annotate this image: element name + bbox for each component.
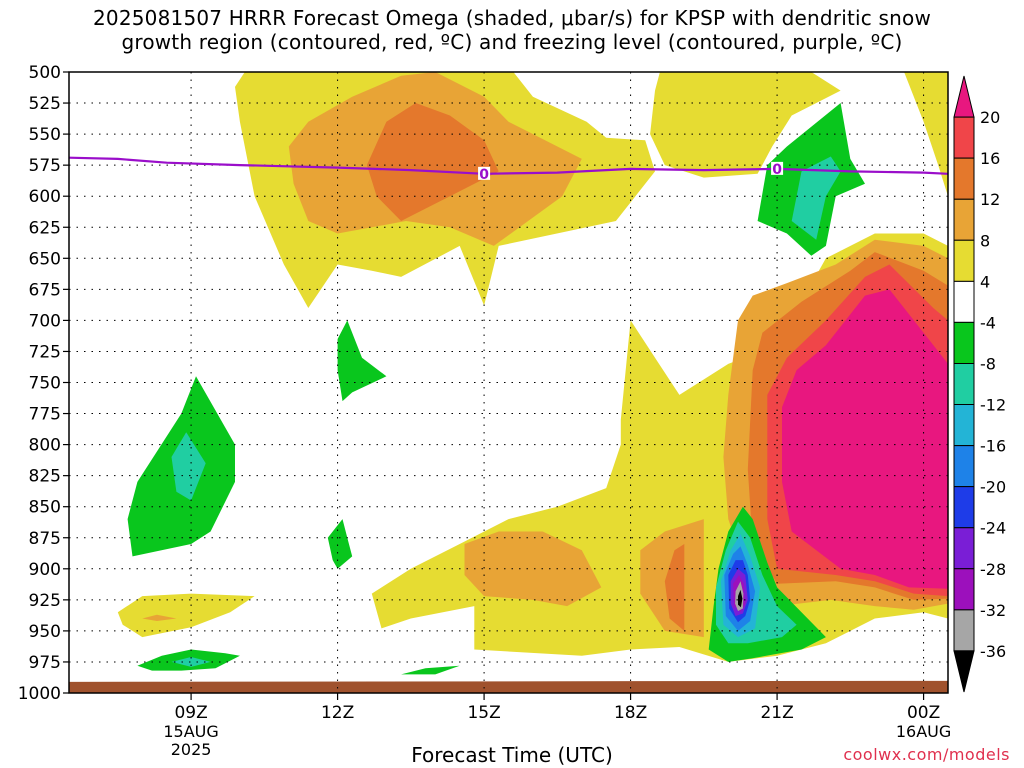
y-tick-label: 575 — [29, 156, 61, 176]
y-tick-label: 950 — [29, 622, 61, 642]
y-tick-label: 725 — [29, 342, 61, 362]
colorbar-label: -28 — [980, 560, 1006, 579]
x-tick-label: 15Z — [467, 703, 500, 723]
colorbar-bin — [953, 321, 975, 364]
colorbar-label: -36 — [980, 642, 1006, 661]
omega-region-3 — [650, 72, 841, 178]
colorbar-bin — [953, 75, 975, 118]
x-date-label: 15AUG — [163, 722, 218, 741]
ground-surface — [69, 680, 948, 693]
x-tick-label: 21Z — [760, 703, 793, 723]
y-tick-label: 850 — [29, 498, 61, 518]
ground-layer — [69, 680, 948, 693]
colorbar-label: -8 — [980, 354, 996, 373]
omega-region-23 — [401, 665, 460, 675]
colorbar-bin — [953, 568, 975, 611]
colorbar-label: -20 — [980, 478, 1006, 497]
chart-title-line2: growth region (contoured, red, ºC) and f… — [121, 30, 903, 54]
colorbar-label: -16 — [980, 437, 1006, 456]
y-tick-label: 600 — [29, 187, 61, 207]
omega-region-4 — [904, 72, 948, 197]
omega-region-22 — [171, 657, 211, 667]
colorbar-label: -4 — [980, 313, 996, 332]
omega-region-14 — [782, 289, 948, 589]
x-tick-label: 09Z — [174, 703, 207, 723]
omega-region-32 — [738, 589, 743, 608]
x-tick-label: 00Z — [907, 703, 940, 723]
colorbar: 20 16 12 8 4 -4 -8 -12 -16 -20 -24 -28 -32 -36 — [953, 75, 1006, 693]
omega-region-8 — [464, 531, 602, 607]
y-axis: 500 525 550 575 600 625 650 675 700 725 750 775 800 8… — [18, 63, 69, 704]
x-year-label: 2025 — [171, 740, 212, 759]
y-tick-label: 550 — [29, 125, 61, 145]
omega-region-20 — [142, 614, 177, 621]
chart-title: 2025081507 HRRR Forecast Omega (shaded, … — [0, 6, 1024, 54]
y-tick-label: 675 — [29, 280, 61, 300]
x-tick-label: 12Z — [321, 703, 354, 723]
chart-title-line1: 2025081507 HRRR Forecast Omega (shaded, … — [92, 6, 932, 30]
omega-region-15 — [337, 320, 387, 402]
y-tick-label: 500 — [29, 63, 61, 83]
colorbar-bin — [953, 239, 975, 282]
colorbar-label: -32 — [980, 601, 1006, 620]
x-tick-label: 18Z — [614, 703, 647, 723]
y-tick-label: 975 — [29, 653, 61, 673]
omega-region-18 — [171, 432, 206, 501]
omega-region-19 — [117, 593, 255, 638]
y-tick-label: 700 — [29, 311, 61, 331]
y-tick-label: 525 — [29, 94, 61, 114]
colorbar-bin — [953, 198, 975, 241]
omega-shading — [117, 72, 948, 675]
freezing-label-bg — [478, 166, 491, 180]
site-credit: coolwx.com/models — [843, 745, 1010, 764]
omega-region-2 — [366, 103, 499, 221]
x-date-label: 16AUG — [896, 722, 951, 741]
colorbar-label: 20 — [980, 108, 1000, 127]
y-tick-label: 625 — [29, 218, 61, 238]
grid-lines — [69, 72, 948, 693]
y-tick-label: 800 — [29, 436, 61, 456]
colorbar-bin — [953, 445, 975, 488]
colorbar-bin — [953, 486, 975, 529]
y-tick-label: 900 — [29, 560, 61, 580]
freezing-level-line — [69, 156, 948, 175]
colorbar-label: 4 — [980, 272, 990, 291]
colorbar-bin — [953, 650, 975, 693]
y-tick-label: 925 — [29, 591, 61, 611]
colorbar-bin — [953, 280, 975, 323]
colorbar-bin — [953, 157, 975, 200]
colorbar-label: 16 — [980, 149, 1000, 168]
y-tick-label: 650 — [29, 249, 61, 269]
y-tick-label: 875 — [29, 529, 61, 549]
freezing-level-label: 0 — [772, 162, 782, 178]
colorbar-bin — [953, 116, 975, 159]
omega-region-16 — [327, 519, 353, 569]
y-tick-label: 825 — [29, 467, 61, 487]
colorbar-bin — [953, 362, 975, 406]
y-tick-label: 1000 — [18, 684, 61, 704]
colorbar-label: -24 — [980, 519, 1006, 538]
y-tick-label: 750 — [29, 374, 61, 394]
freezing-level-label: 0 — [479, 167, 489, 183]
colorbar-bin — [953, 609, 975, 652]
colorbar-bin — [953, 527, 975, 570]
y-tick-label: 775 — [29, 405, 61, 425]
x-axis-label: Forecast Time (UTC) — [411, 743, 613, 767]
freezing-label-bg — [771, 161, 784, 175]
colorbar-label: 8 — [980, 231, 990, 250]
colorbar-label: -12 — [980, 396, 1006, 415]
omega-region-6 — [791, 156, 841, 240]
colorbar-label: 12 — [980, 190, 1000, 209]
colorbar-bin — [953, 404, 975, 447]
omega-region-10 — [664, 544, 685, 631]
